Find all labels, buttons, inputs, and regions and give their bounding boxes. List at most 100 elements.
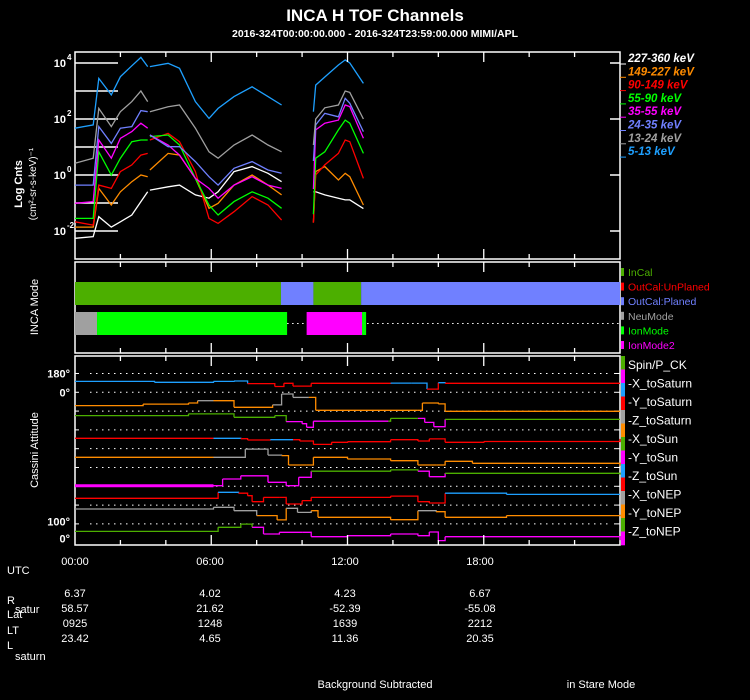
attitude-trace-segment — [268, 454, 283, 456]
attitude-trace-segment — [277, 508, 287, 521]
attitude-color-strip-cell — [621, 531, 625, 546]
attitude-trace-segment — [245, 448, 269, 456]
time-label: 00:00 — [61, 556, 89, 568]
mode-panel-frame — [74, 261, 621, 354]
attitude-trace-segment — [429, 438, 446, 443]
attitude-trace-segment — [311, 535, 349, 538]
ephemeris-row-label: LT — [7, 625, 19, 637]
time-label: 06:00 — [196, 556, 224, 568]
chart-subtitle: 2016-324T00:00:00.000 - 2016-324T23:59:0… — [232, 28, 519, 40]
attitude-trace-segment — [506, 514, 621, 517]
stare-mode-note: in Stare Mode — [567, 679, 635, 691]
series-line-149-227-keV — [75, 174, 148, 228]
attitude-trace-segment — [313, 456, 349, 459]
attitude-color-strip-cell — [621, 504, 625, 519]
legend-label: 35-55 keV — [628, 106, 682, 118]
attitude-trace-segment — [75, 507, 215, 510]
series-line-35-55-keV — [74, 122, 149, 204]
attitude-trace-segment — [234, 404, 274, 408]
attitude-trace-segment — [429, 531, 439, 541]
legend-label: 149-227 keV — [628, 66, 695, 78]
attitude-trace-segment — [390, 510, 419, 521]
attitude-trace-segment — [297, 510, 312, 514]
mode-legend-swatch — [621, 326, 624, 335]
ephemeris-value: 4.65 — [199, 633, 220, 645]
attitude-legend-label: -Z_toSaturn — [628, 414, 691, 428]
utc-label: UTC — [7, 565, 30, 577]
mode-legend-label: IonMode2 — [628, 340, 675, 352]
series-line-13-24-keV — [74, 89, 149, 164]
ephemeris-value: 20.35 — [466, 633, 494, 645]
attitude-legend-label: -Z_toSun — [628, 469, 677, 483]
ephemeris-row-label: L — [7, 640, 13, 652]
series-line-90-149-keV — [149, 132, 283, 225]
mode-ylabel: INCA Mode — [29, 279, 41, 335]
attitude-trace-segment — [279, 496, 287, 504]
attitude-color-strip-cell — [621, 477, 625, 492]
attitude-y-tick-label: 180° — [47, 368, 70, 380]
attitude-trace-segment — [390, 460, 419, 465]
attitude-trace-segment — [188, 400, 199, 404]
legend-label: 13-24 keV — [628, 133, 682, 145]
attitude-legend: Spin/P_CK -X_toSaturn -Y_toSaturn -Z_toSatu… — [621, 356, 692, 546]
attitude-trace-segment — [256, 514, 278, 520]
legend-label: 55-90 keV — [628, 93, 682, 105]
attitude-trace-segment — [417, 501, 430, 503]
attitude-y-tick-label: 100° — [47, 516, 70, 528]
mode-bar-IonMode — [362, 312, 367, 335]
mode-bar-InCal — [75, 282, 281, 305]
mode-bar-OutCal-Planed — [280, 282, 314, 305]
ephemeris-value: -55.08 — [464, 603, 495, 615]
attitude-trace-segment — [472, 462, 621, 466]
mode-legend-swatch — [621, 341, 624, 349]
attitude-trace-segment — [154, 381, 215, 383]
attitude-trace-segment — [429, 473, 446, 478]
attitude-trace-segment — [213, 449, 246, 458]
ephemeris-value: 4.23 — [334, 588, 355, 600]
y-tick-exponent: 2 — [67, 109, 72, 118]
y-tick-label: 10 — [54, 58, 66, 70]
series-line-13-24-keV — [312, 90, 364, 146]
attitude-trace-segment — [388, 418, 392, 422]
series-line-227-360-keV — [313, 191, 364, 210]
series-line-227-360-keV — [149, 165, 282, 199]
series-line-24-35-keV — [149, 134, 282, 187]
ephemeris-value: 6.67 — [469, 588, 490, 600]
attitude-trace-segment — [390, 469, 419, 472]
mode-legend-label: NeuMode — [628, 311, 674, 323]
mode-bar-NeuMode — [75, 312, 98, 335]
time-label: 18:00 — [466, 556, 494, 568]
attitude-trace-segment — [347, 469, 392, 472]
attitude-trace-segment — [417, 438, 430, 442]
mode-panel: INCA Mode InCal OutCal:UnPlaned OutCal:Pla… — [29, 261, 710, 354]
attitude-trace-segment — [263, 532, 281, 535]
attitude-trace-segment — [429, 493, 446, 504]
attitude-trace-segment — [331, 441, 349, 443]
attitude-trace-segment — [272, 394, 283, 406]
attitude-trace-segment — [433, 419, 446, 428]
series-line-55-90-keV — [312, 119, 364, 215]
series-line-90-149-keV — [312, 139, 365, 223]
mode-legend-swatch — [621, 268, 624, 276]
attitude-color-strip-cell — [621, 410, 625, 424]
attitude-trace-segment — [445, 536, 621, 541]
series-line-55-90-keV — [149, 134, 282, 216]
background-subtracted-note: Background Subtracted — [318, 679, 433, 691]
series-line-35-55-keV — [149, 134, 282, 200]
series-line-5-13-keV — [312, 59, 364, 112]
y-tick-exponent: 4 — [67, 53, 72, 62]
ephemeris-value: 0925 — [63, 618, 87, 630]
series-line-227-360-keV — [74, 191, 149, 239]
ephemeris-value: 2212 — [468, 618, 492, 630]
attitude-trace-segment — [281, 393, 294, 398]
attitude-trace-segment — [411, 382, 428, 390]
attitude-trace-segment — [75, 380, 156, 383]
attitude-trace-segment — [268, 481, 287, 486]
attitude-color-strip-cell — [621, 369, 625, 384]
attitude-legend-label: -X_toNEP — [628, 488, 681, 502]
mode-legend: InCal OutCal:UnPlaned OutCal:Planed NeuMode… — [621, 267, 710, 352]
attitude-trace-segment — [213, 400, 235, 408]
attitude-trace-segment — [293, 383, 312, 387]
